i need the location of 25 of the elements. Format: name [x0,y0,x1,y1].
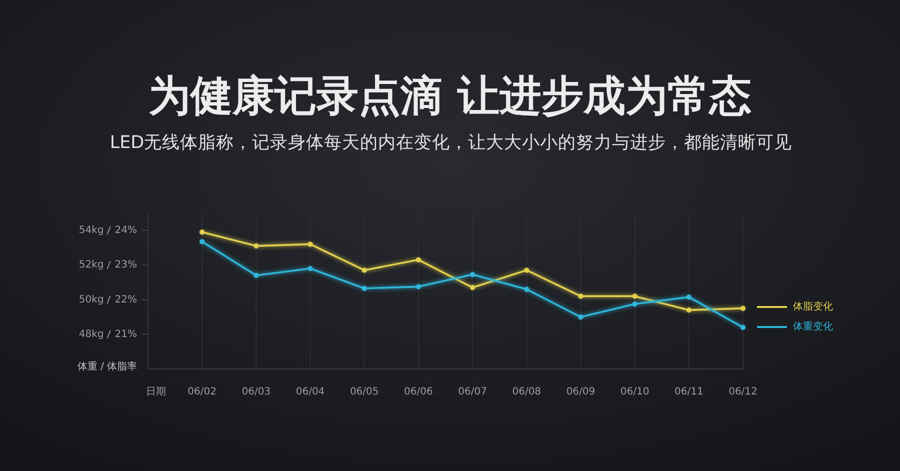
ytick: 52kg [78,260,104,271]
legend-label: 体脂变化 [793,302,833,313]
ytick: 54kg [78,225,104,236]
xlabel: 日期 [146,386,166,398]
xtick: 06/08 [512,386,542,398]
xtick: 06/11 [674,386,704,398]
xtick: 06/12 [728,386,758,398]
xtick: 06/07 [458,386,487,398]
xtick: 06/02 [188,386,216,398]
xtick: 06/03 [242,386,271,398]
subtitle: LED无线体脂称，记录身体每天的内在变化，让大大小小的努力与进步，都能清晰可见 [110,133,792,153]
ylabel: 体重 / 体脂率 [77,362,137,373]
xtick: 06/06 [404,386,433,398]
xtick: 06/04 [296,386,325,398]
ytick: 48kg [78,329,104,340]
y2tick: 24% [114,225,137,236]
xtick: 06/10 [620,386,650,398]
title: 为健康记录点滴 让进步成为常态 [148,71,752,120]
xtick: 06/09 [566,386,596,398]
xtick: 06/05 [350,386,379,398]
legend-label: 体重变化 [793,322,833,333]
y2tick: 22% [114,294,137,306]
y2tick: 23% [114,260,137,271]
ytick: 50kg [78,294,104,306]
y2tick: 21% [114,329,137,340]
